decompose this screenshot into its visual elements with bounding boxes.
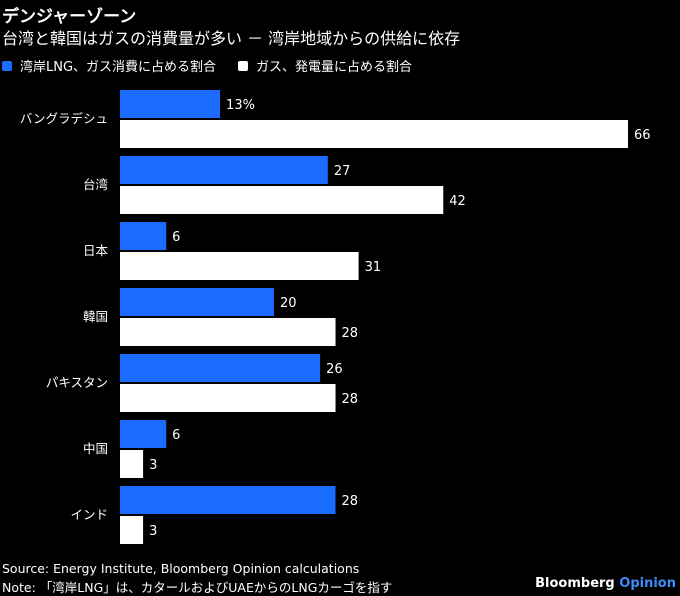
- data-label: 6: [172, 230, 180, 245]
- legend-label-gas: ガス、発電量に占める割合: [256, 60, 413, 75]
- data-label: 28: [342, 326, 359, 341]
- chart-title: デンジャーゾーン: [2, 7, 137, 27]
- category-label: バングラデシュ: [20, 111, 108, 126]
- bar-gas: [120, 318, 336, 346]
- bar-lng: [120, 288, 274, 316]
- data-label: 3: [149, 458, 157, 473]
- brand-main: Bloomberg: [535, 576, 615, 591]
- data-label: 3: [149, 524, 157, 539]
- data-label: 42: [449, 194, 466, 209]
- bar-lng: [120, 222, 167, 250]
- category-label: インド: [70, 507, 108, 522]
- category-label: 韓国: [83, 309, 108, 324]
- data-label: 20: [280, 296, 297, 311]
- bar-lng: [120, 156, 328, 184]
- bar-lng: [120, 420, 167, 448]
- bar-gas: [120, 120, 628, 148]
- legend-label-lng: 湾岸LNG、ガス消費に占める割合: [20, 60, 217, 75]
- bar-lng: [120, 90, 221, 118]
- data-label: 13%: [226, 98, 255, 113]
- source-text: Source: Energy Institute, Bloomberg Opin…: [2, 561, 360, 576]
- data-label: 26: [326, 362, 343, 377]
- brand-accent: Opinion: [619, 576, 676, 591]
- category-label: 台湾: [83, 177, 108, 192]
- category-label: 中国: [83, 441, 108, 456]
- bar-gas: [120, 384, 336, 412]
- data-label: 31: [365, 260, 382, 275]
- bar-gas: [120, 252, 359, 280]
- data-label: 28: [342, 494, 359, 509]
- legend-item-lng: 湾岸LNG、ガス消費に占める割合: [2, 56, 216, 75]
- chart-subtitle: 台湾と韓国はガスの消費量が多い － 湾岸地域からの供給に依存: [2, 29, 461, 48]
- legend-item-gas: ガス、発電量に占める割合: [238, 56, 412, 75]
- bar-gas: [120, 186, 444, 214]
- data-label: 6: [172, 428, 180, 443]
- legend-swatch-gas: [238, 60, 249, 71]
- bar-gas: [120, 516, 144, 544]
- bar-lng: [120, 354, 321, 382]
- category-label: パキスタン: [46, 375, 108, 390]
- data-label: 27: [334, 164, 351, 179]
- data-label: 28: [342, 392, 359, 407]
- legend: 湾岸LNG、ガス消費に占める割合 ガス、発電量に占める割合: [2, 56, 428, 75]
- data-label: 66: [634, 128, 651, 143]
- legend-swatch-lng: [2, 60, 12, 71]
- brand-logo: Bloomberg Opinion: [535, 576, 676, 591]
- bar-gas: [120, 450, 144, 478]
- bar-lng: [120, 486, 336, 514]
- category-label: 日本: [83, 243, 109, 258]
- note-text: Note: 「湾岸LNG」は、カタールおよびUAEからのLNGカーゴを指す: [2, 580, 393, 595]
